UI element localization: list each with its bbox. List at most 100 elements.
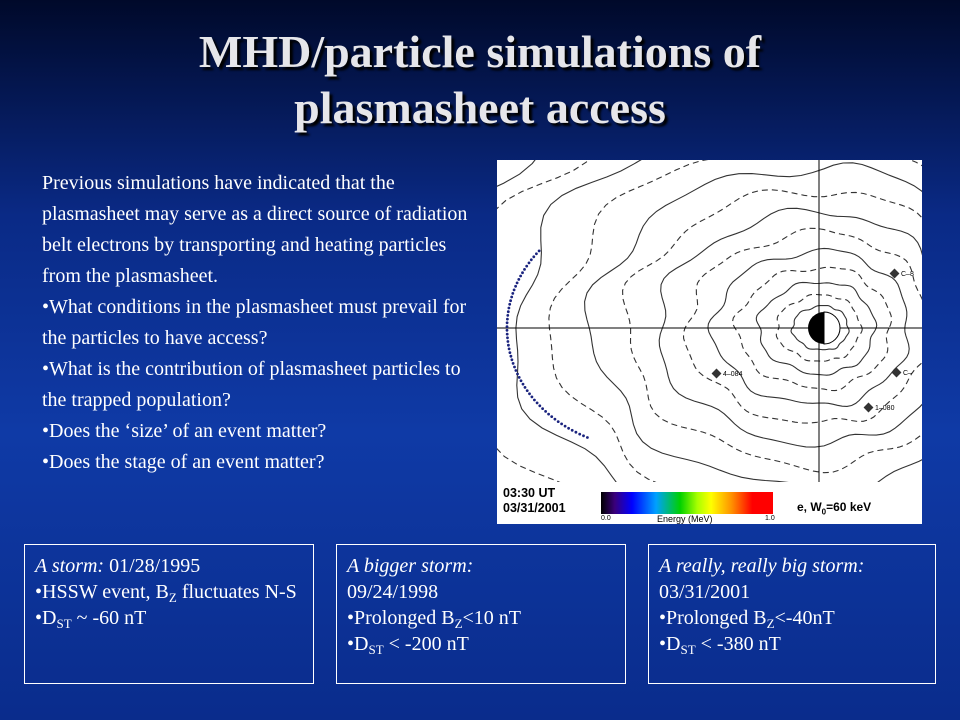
contour-plot: 4–084 1–080 C–8 C– <box>497 160 922 524</box>
boundary-dot <box>535 252 538 256</box>
storm-box-2: A bigger storm: 09/24/1998 Prolonged BZ<… <box>336 544 626 684</box>
svg-text:4–084: 4–084 <box>723 371 743 378</box>
boundary-dot <box>521 382 525 386</box>
intro-paragraph: Previous simulations have indicated that… <box>42 172 468 287</box>
satellite-marker: 1–080 <box>863 402 895 413</box>
boundary-dot <box>511 292 515 295</box>
boundary-dot <box>509 299 512 303</box>
boundary-dot <box>550 415 554 418</box>
boundary-dot <box>506 317 509 321</box>
boundary-dot <box>538 404 542 408</box>
figure-date: 03/31/2001 <box>503 501 566 515</box>
figure-time: 03:30 UT <box>503 486 556 500</box>
boundary-dot <box>514 369 518 372</box>
question-list: What conditions in the plasmasheet must … <box>42 292 487 478</box>
boundary-dot <box>535 401 539 405</box>
colorbar-min-label: 0.0 <box>601 515 611 522</box>
title-line-1: MHD/particle simulations of <box>198 26 762 77</box>
storm-date: 09/24/1998 <box>347 581 439 603</box>
boundary-dot <box>510 295 514 299</box>
boundary-dot <box>553 417 557 421</box>
boundary-dot <box>537 249 541 253</box>
boundary-dot <box>582 434 585 438</box>
svg-text:C–: C– <box>903 370 912 377</box>
question-item: Does the ‘size’ of an event matter? <box>42 416 487 447</box>
boundary-dot <box>547 412 550 416</box>
figure-parameter: e, W0=60 keV <box>797 500 872 517</box>
boundary-dot <box>507 343 510 347</box>
boundary-dot <box>505 321 509 325</box>
storm-box-1: A storm: 01/28/1995 HSSW event, BZ fluct… <box>24 544 314 684</box>
storm-detail: DST < -200 nT <box>347 631 617 657</box>
boundary-dot <box>511 362 515 365</box>
boundary-dot <box>507 347 511 351</box>
boundary-dot <box>574 430 578 434</box>
boundary-dot <box>512 288 516 292</box>
boundary-dot <box>517 376 521 379</box>
storm-detail: Prolonged BZ<-40nT <box>659 605 927 631</box>
boundary-dot <box>567 426 570 430</box>
body-text: Previous simulations have indicated that… <box>42 168 487 478</box>
storm-date: 01/28/1995 <box>104 555 201 577</box>
boundary-dot <box>570 428 574 432</box>
boundary-dot <box>525 389 529 392</box>
boundary-dot <box>506 310 510 314</box>
storm-box-3: A really, really big storm: 03/31/2001 P… <box>648 544 936 684</box>
boundary-dot <box>532 255 536 259</box>
storm-detail: DST ~ -60 nT <box>35 605 305 631</box>
colorbar-max-label: 1.0 <box>765 515 775 522</box>
boundary-dot <box>560 422 563 426</box>
boundary-dot <box>578 432 582 436</box>
boundary-dot <box>523 268 526 271</box>
boundary-dot <box>527 261 531 265</box>
boundary-dot <box>563 424 567 428</box>
boundary-dot <box>525 264 529 268</box>
satellite-marker: C–8 <box>889 268 914 279</box>
slide-title: MHD/particle simulations of plasmasheet … <box>60 24 900 136</box>
energy-colorbar <box>601 492 773 514</box>
simulation-figure: 4–084 1–080 C–8 C– 03:30 UT 03/31/2001 0… <box>497 160 922 524</box>
boundary-dot <box>506 336 509 340</box>
boundary-dot <box>517 278 521 281</box>
boundary-dot <box>541 407 544 410</box>
boundary-dot <box>510 358 514 362</box>
question-item: What is the contribution of plasmasheet … <box>42 354 487 416</box>
boundary-dot <box>515 281 519 285</box>
boundary-dot <box>506 340 510 343</box>
boundary-dot <box>507 306 511 310</box>
boundary-dot <box>556 420 560 423</box>
storm-detail: DST < -380 nT <box>659 631 927 657</box>
boundary-dot <box>513 365 516 369</box>
boundary-dot <box>533 398 536 402</box>
boundary-dot <box>505 325 509 328</box>
svg-text:C–8: C–8 <box>901 271 914 278</box>
storm-detail: Prolonged BZ<10 nT <box>347 605 617 631</box>
earth-icon <box>808 311 841 345</box>
title-line-2: plasmasheet access <box>294 82 666 133</box>
boundary-dot <box>586 436 589 439</box>
boundary-dot <box>506 314 510 317</box>
storm-heading: A really, really big storm: <box>659 555 865 577</box>
boundary-dot <box>509 354 513 358</box>
boundary-dot <box>519 379 523 383</box>
boundary-dot <box>530 395 534 399</box>
boundary-dot <box>529 258 533 262</box>
boundary-dot <box>528 392 531 396</box>
storm-heading: A bigger storm: <box>347 555 474 577</box>
boundary-dot <box>521 271 524 275</box>
boundary-dot <box>505 332 509 336</box>
boundary-dot <box>523 386 527 389</box>
satellite-marker: C– <box>891 367 912 378</box>
satellite-marker: 4–084 <box>711 368 743 379</box>
storm-date: 03/31/2001 <box>659 581 751 603</box>
colorbar-title: Energy (MeV) <box>657 514 713 524</box>
boundary-dot <box>508 302 512 306</box>
svg-text:1–080: 1–080 <box>875 405 895 412</box>
storm-heading: A storm: <box>35 555 105 577</box>
boundary-dot <box>508 351 512 354</box>
question-item: Does the stage of an event matter? <box>42 447 487 478</box>
boundary-dot <box>544 410 547 413</box>
boundary-dot <box>514 284 517 288</box>
boundary-dot <box>519 274 522 278</box>
boundary-dot <box>505 328 509 332</box>
